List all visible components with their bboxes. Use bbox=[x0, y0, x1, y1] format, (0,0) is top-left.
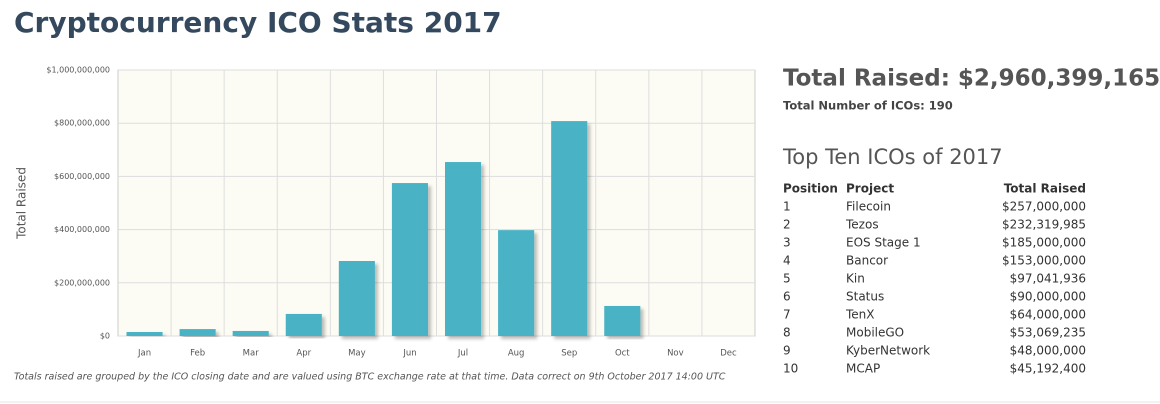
table-cell: 2 bbox=[783, 218, 791, 232]
bar bbox=[391, 183, 429, 336]
table-cell: $48,000,000 bbox=[1010, 344, 1086, 358]
table-cell: 1 bbox=[783, 200, 791, 214]
y-axis-label: Total Raised bbox=[15, 167, 29, 240]
total-raised: Total Raised: $2,960,399,165 bbox=[783, 66, 1160, 92]
table-cell: Tezos bbox=[845, 218, 879, 232]
y-tick-label: $1,000,000,000 bbox=[46, 66, 110, 75]
x-tick-label: Aug bbox=[508, 349, 525, 359]
table-cell: $97,041,936 bbox=[1010, 272, 1086, 286]
y-tick-label: $200,000,000 bbox=[54, 278, 110, 287]
bar bbox=[338, 260, 375, 336]
table-cell: Kin bbox=[846, 272, 865, 286]
x-tick-label: Nov bbox=[667, 349, 684, 359]
table-cell: 4 bbox=[783, 254, 791, 268]
table-cell: $185,000,000 bbox=[1002, 236, 1086, 250]
table-cell: $90,000,000 bbox=[1010, 290, 1086, 304]
bar bbox=[285, 313, 322, 336]
table-cell: 6 bbox=[783, 290, 791, 304]
x-tick-label: Jun bbox=[402, 349, 416, 359]
x-tick-label: Feb bbox=[190, 349, 205, 359]
x-tick-label: Jan bbox=[137, 349, 151, 359]
bar bbox=[604, 305, 641, 336]
table-cell: 9 bbox=[783, 344, 791, 358]
table-cell: Filecoin bbox=[846, 200, 891, 214]
bar bbox=[126, 332, 163, 336]
bar bbox=[232, 330, 269, 336]
y-tick-label: $800,000,000 bbox=[54, 119, 110, 128]
table-cell: $64,000,000 bbox=[1010, 308, 1086, 322]
bar bbox=[551, 121, 588, 337]
table-header: Project bbox=[846, 182, 894, 196]
table-cell: 10 bbox=[783, 362, 798, 376]
bar bbox=[179, 329, 216, 336]
table-cell: $153,000,000 bbox=[1002, 254, 1086, 268]
table-cell: $232,319,985 bbox=[1002, 218, 1086, 232]
table-cell: MCAP bbox=[846, 362, 880, 376]
table-cell: Bancor bbox=[846, 254, 888, 268]
y-tick-label: $600,000,000 bbox=[54, 172, 110, 181]
x-tick-label: May bbox=[348, 349, 366, 359]
table-cell: EOS Stage 1 bbox=[846, 236, 921, 250]
x-tick-label: Sep bbox=[561, 349, 577, 359]
y-tick-label: $400,000,000 bbox=[54, 225, 110, 234]
bar bbox=[444, 162, 482, 336]
page-title: Cryptocurrency ICO Stats 2017 bbox=[14, 6, 502, 39]
table-cell: TenX bbox=[845, 308, 875, 322]
table-header: Total Raised bbox=[1004, 182, 1086, 196]
table-cell: $53,069,235 bbox=[1010, 326, 1086, 340]
table-cell: 3 bbox=[783, 236, 791, 250]
y-tick-label: $0 bbox=[100, 332, 110, 341]
table-cell: $45,192,400 bbox=[1010, 362, 1086, 376]
table-cell: KyberNetwork bbox=[846, 344, 930, 358]
table-cell: 7 bbox=[783, 308, 791, 322]
footnote: Totals raised are grouped by the ICO clo… bbox=[14, 372, 726, 383]
table-title: Top Ten ICOs of 2017 bbox=[782, 145, 1003, 169]
x-tick-label: Dec bbox=[720, 349, 737, 359]
table-header: Position bbox=[783, 182, 838, 196]
x-tick-label: Mar bbox=[243, 349, 260, 359]
bar bbox=[498, 230, 535, 336]
table-cell: 8 bbox=[783, 326, 791, 340]
x-tick-label: Apr bbox=[296, 349, 311, 359]
table-cell: 5 bbox=[783, 272, 791, 286]
table-cell: MobileGO bbox=[846, 326, 904, 340]
x-tick-label: Oct bbox=[615, 349, 630, 359]
ico-count: Total Number of ICOs: 190 bbox=[783, 99, 953, 113]
x-tick-label: Jul bbox=[457, 349, 468, 359]
table-cell: $257,000,000 bbox=[1002, 200, 1086, 214]
table-cell: Status bbox=[846, 290, 884, 304]
